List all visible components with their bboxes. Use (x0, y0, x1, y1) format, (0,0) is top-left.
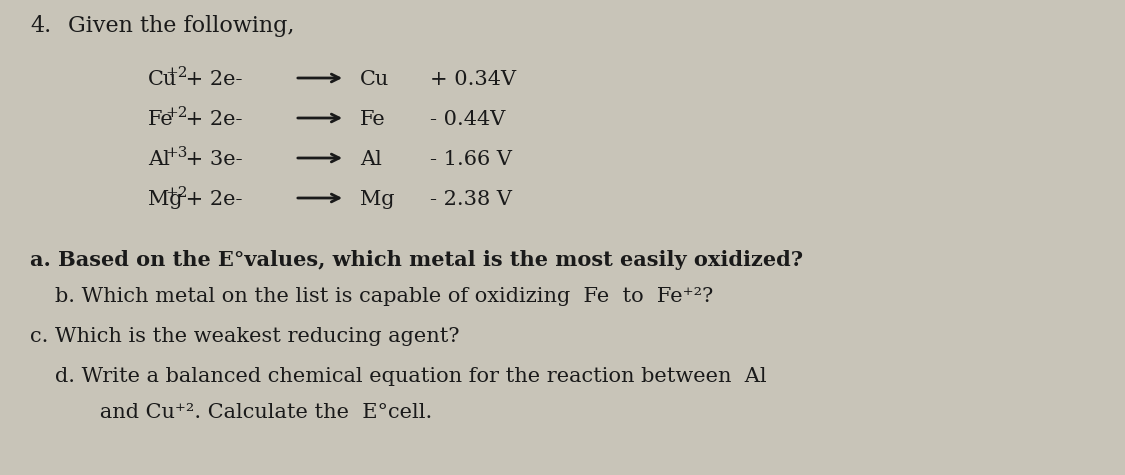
Text: +2: +2 (165, 106, 188, 120)
Text: + 2e-: + 2e- (179, 110, 249, 129)
Text: Al: Al (360, 150, 381, 169)
Text: d. Write a balanced chemical equation for the reaction between  Al: d. Write a balanced chemical equation fo… (55, 367, 766, 386)
Text: Given the following,: Given the following, (68, 15, 295, 37)
Text: - 0.44V: - 0.44V (430, 110, 505, 129)
Text: + 3e-: + 3e- (179, 150, 250, 169)
Text: +2: +2 (165, 66, 188, 80)
Text: Mg: Mg (148, 190, 182, 209)
Text: - 1.66 V: - 1.66 V (430, 150, 512, 169)
Text: - 2.38 V: - 2.38 V (430, 190, 512, 209)
Text: + 2e-: + 2e- (179, 70, 249, 89)
Text: Fe: Fe (360, 110, 386, 129)
Text: +2: +2 (165, 186, 188, 200)
Text: b. Which metal on the list is capable of oxidizing  Fe  to  Fe⁺²?: b. Which metal on the list is capable of… (55, 287, 713, 306)
Text: c. Which is the weakest reducing agent?: c. Which is the weakest reducing agent? (30, 327, 459, 346)
Text: Fe: Fe (148, 110, 173, 129)
Text: Cu: Cu (360, 70, 389, 89)
Text: and Cu⁺². Calculate the  E°cell.: and Cu⁺². Calculate the E°cell. (80, 403, 432, 422)
Text: + 0.34V: + 0.34V (430, 70, 516, 89)
Text: a. Based on the E°values, which metal is the most easily oxidized?: a. Based on the E°values, which metal is… (30, 250, 803, 270)
Text: 4.: 4. (30, 15, 52, 37)
Text: +3: +3 (165, 146, 188, 160)
Text: Cu: Cu (148, 70, 178, 89)
Text: + 2e-: + 2e- (179, 190, 249, 209)
Text: Al: Al (148, 150, 170, 169)
Text: Mg: Mg (360, 190, 395, 209)
